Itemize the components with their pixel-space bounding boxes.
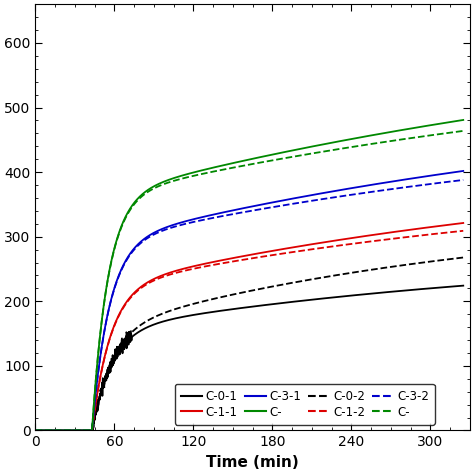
- Legend: C-0-1, C-1-1, C-3-1, C-, C-0-2, C-1-2, C-3-2, C-: C-0-1, C-1-1, C-3-1, C-, C-0-2, C-1-2, C…: [175, 384, 435, 425]
- X-axis label: Time (min): Time (min): [206, 455, 299, 470]
